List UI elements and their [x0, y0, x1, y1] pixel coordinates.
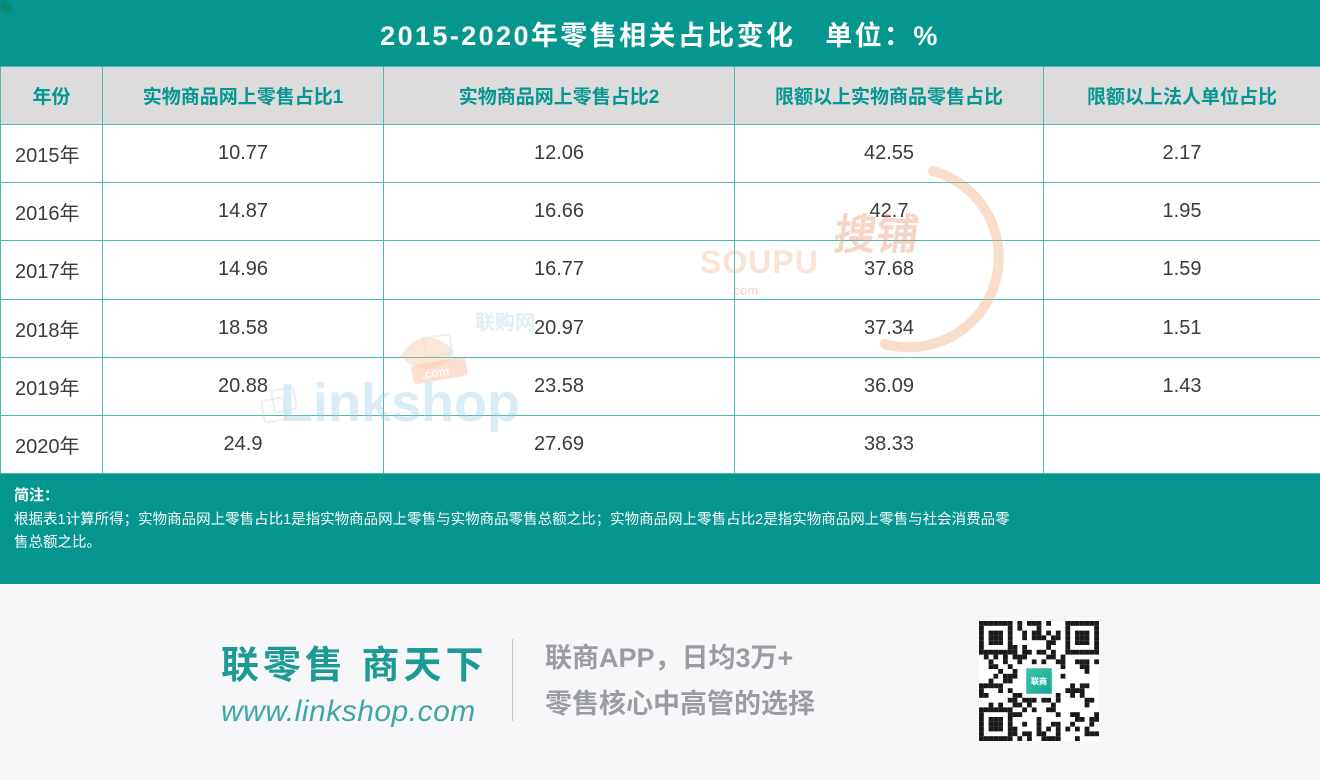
svg-text:联商: 联商 [1031, 676, 1047, 686]
